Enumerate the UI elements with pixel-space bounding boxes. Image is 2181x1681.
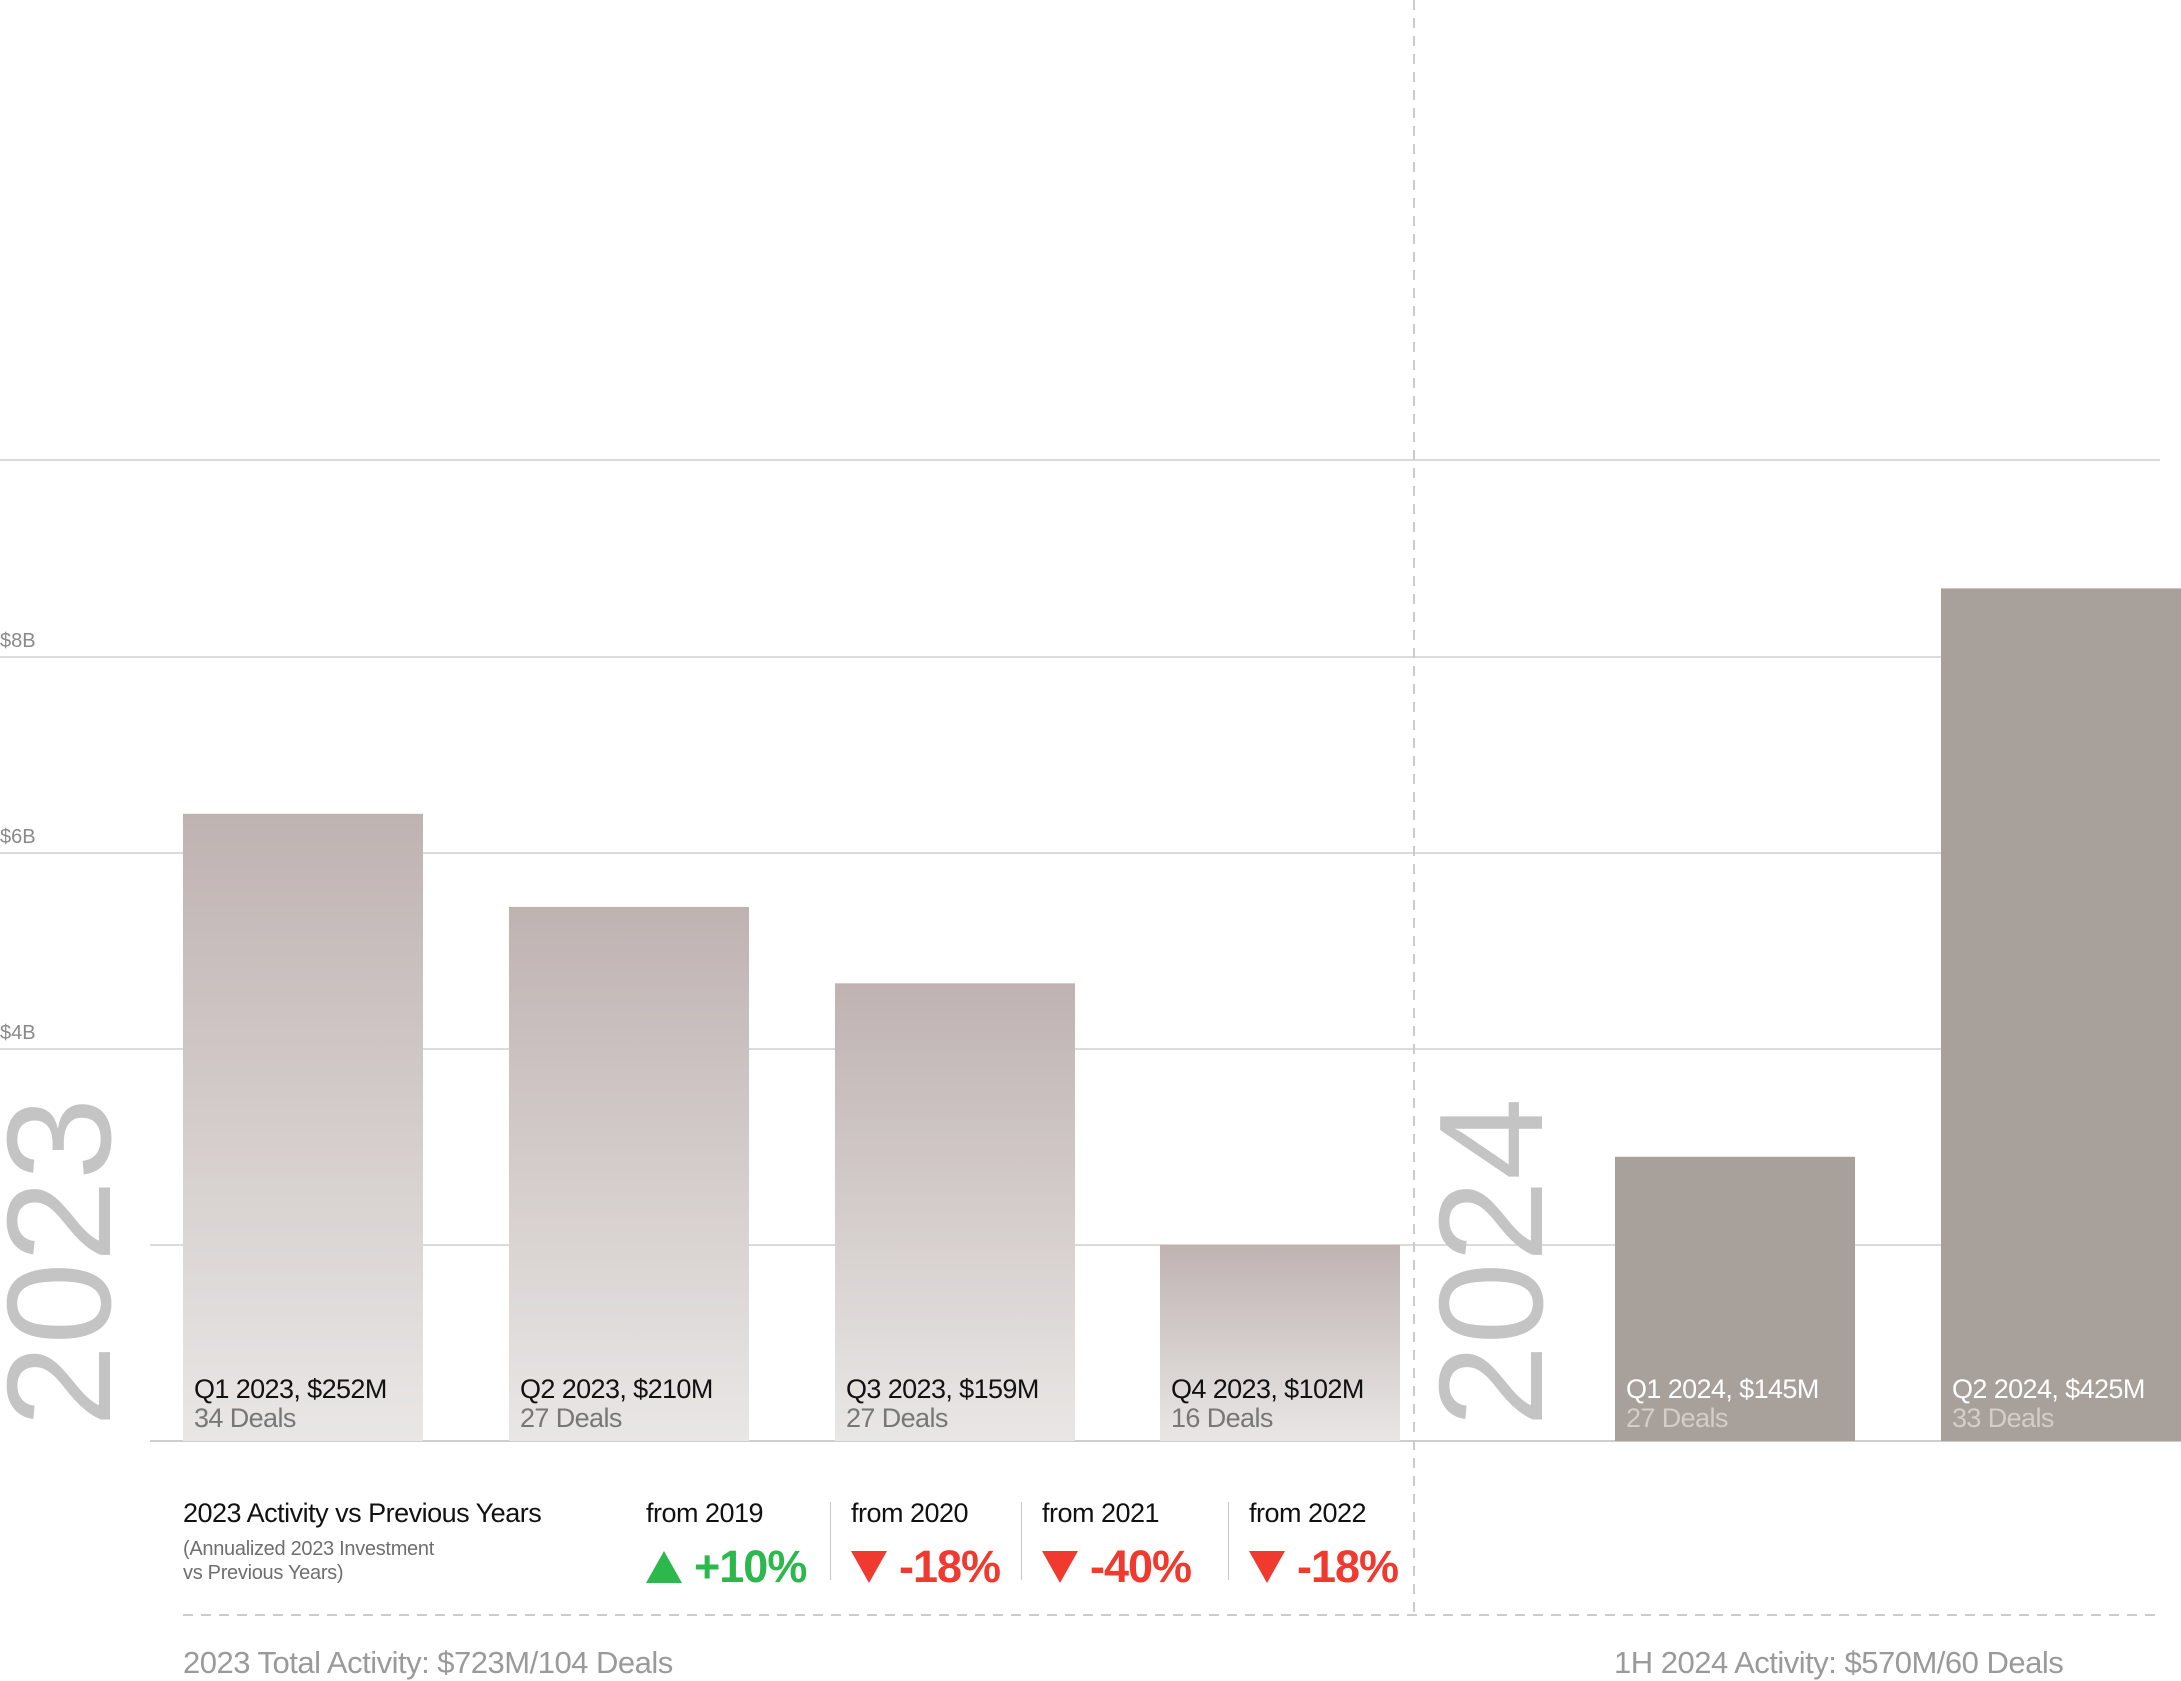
total-2024: 1H 2024 Activity: $570M/60 Deals [1614, 1645, 2064, 1680]
comparison-subtitle: (Annualized 2023 Investment vs Previous … [183, 1537, 434, 1585]
bar-deals-label: 16 Deals [1171, 1403, 1273, 1433]
year-labels: 2023 2024 [0, 1098, 1574, 1427]
bar-deals-label: 27 Deals [520, 1403, 622, 1433]
bar [1160, 1245, 1400, 1441]
bar [1941, 588, 2181, 1441]
comparison-item-2022: from 2022 -18% [1249, 1498, 1399, 1593]
bar-deals-label: 27 Deals [1626, 1403, 1728, 1433]
comparison-title: 2023 Activity vs Previous Years [183, 1498, 542, 1528]
year-label-2023: 2023 [0, 1098, 142, 1427]
bar-value-label: Q2 2024, $425M [1952, 1374, 2145, 1404]
comparison-subtitle-line1: (Annualized 2023 Investment [183, 1538, 434, 1560]
comparison-divider [1228, 1502, 1229, 1580]
comparison-value: +10% [646, 1541, 807, 1593]
comparison-value: -18% [851, 1541, 1001, 1593]
comparison-subtitle-line2: vs Previous Years) [183, 1562, 344, 1584]
bar [835, 983, 1075, 1441]
down-arrow-icon [851, 1551, 887, 1583]
up-arrow-icon [646, 1551, 682, 1583]
comparison-value-text: +10% [694, 1541, 807, 1592]
comparison-value-text: -18% [1297, 1541, 1399, 1592]
comparison-label: from 2021 [1042, 1498, 1160, 1528]
year-label-2024: 2024 [1409, 1098, 1574, 1427]
comparison-item-2020: from 2020 -18% [851, 1498, 1001, 1593]
bar-value-label: Q1 2023, $252M [194, 1374, 387, 1404]
comparison-label: from 2020 [851, 1498, 969, 1528]
bar-value-label: Q2 2023, $210M [520, 1374, 713, 1404]
comparison-value: -40% [1042, 1541, 1192, 1593]
bar-value-label: Q4 2023, $102M [1171, 1374, 1364, 1404]
total-2023: 2023 Total Activity: $723M/104 Deals [183, 1645, 673, 1680]
bar [509, 906, 749, 1441]
bar-value-label: Q1 2024, $145M [1626, 1374, 1819, 1404]
y-tick-label: $6B [0, 826, 36, 848]
comparison-divider [830, 1502, 831, 1580]
comparison-label: from 2019 [646, 1498, 764, 1528]
bar-deals-label: 33 Deals [1952, 1403, 2054, 1433]
down-arrow-icon [1249, 1551, 1285, 1583]
bar-deals-label: 34 Deals [194, 1403, 296, 1433]
y-axis-ticks: $8B $6B $4B [0, 630, 36, 1044]
bar [1615, 1156, 1855, 1441]
bar-deals-label: 27 Deals [846, 1403, 948, 1433]
y-tick-label: $4B [0, 1022, 36, 1044]
comparison-value-text: -18% [899, 1541, 1001, 1592]
bar [183, 813, 423, 1441]
y-tick-label: $8B [0, 630, 36, 652]
comparison-label: from 2022 [1249, 1498, 1367, 1528]
comparison-divider [1021, 1502, 1022, 1580]
bar-value-label: Q3 2023, $159M [846, 1374, 1039, 1404]
down-arrow-icon [1042, 1551, 1078, 1583]
comparison-value-text: -40% [1090, 1541, 1192, 1592]
comparison-item-2021: from 2021 -40% [1042, 1498, 1192, 1593]
comparison-value: -18% [1249, 1541, 1399, 1593]
comparison-item-2019: from 2019 +10% [646, 1498, 807, 1593]
